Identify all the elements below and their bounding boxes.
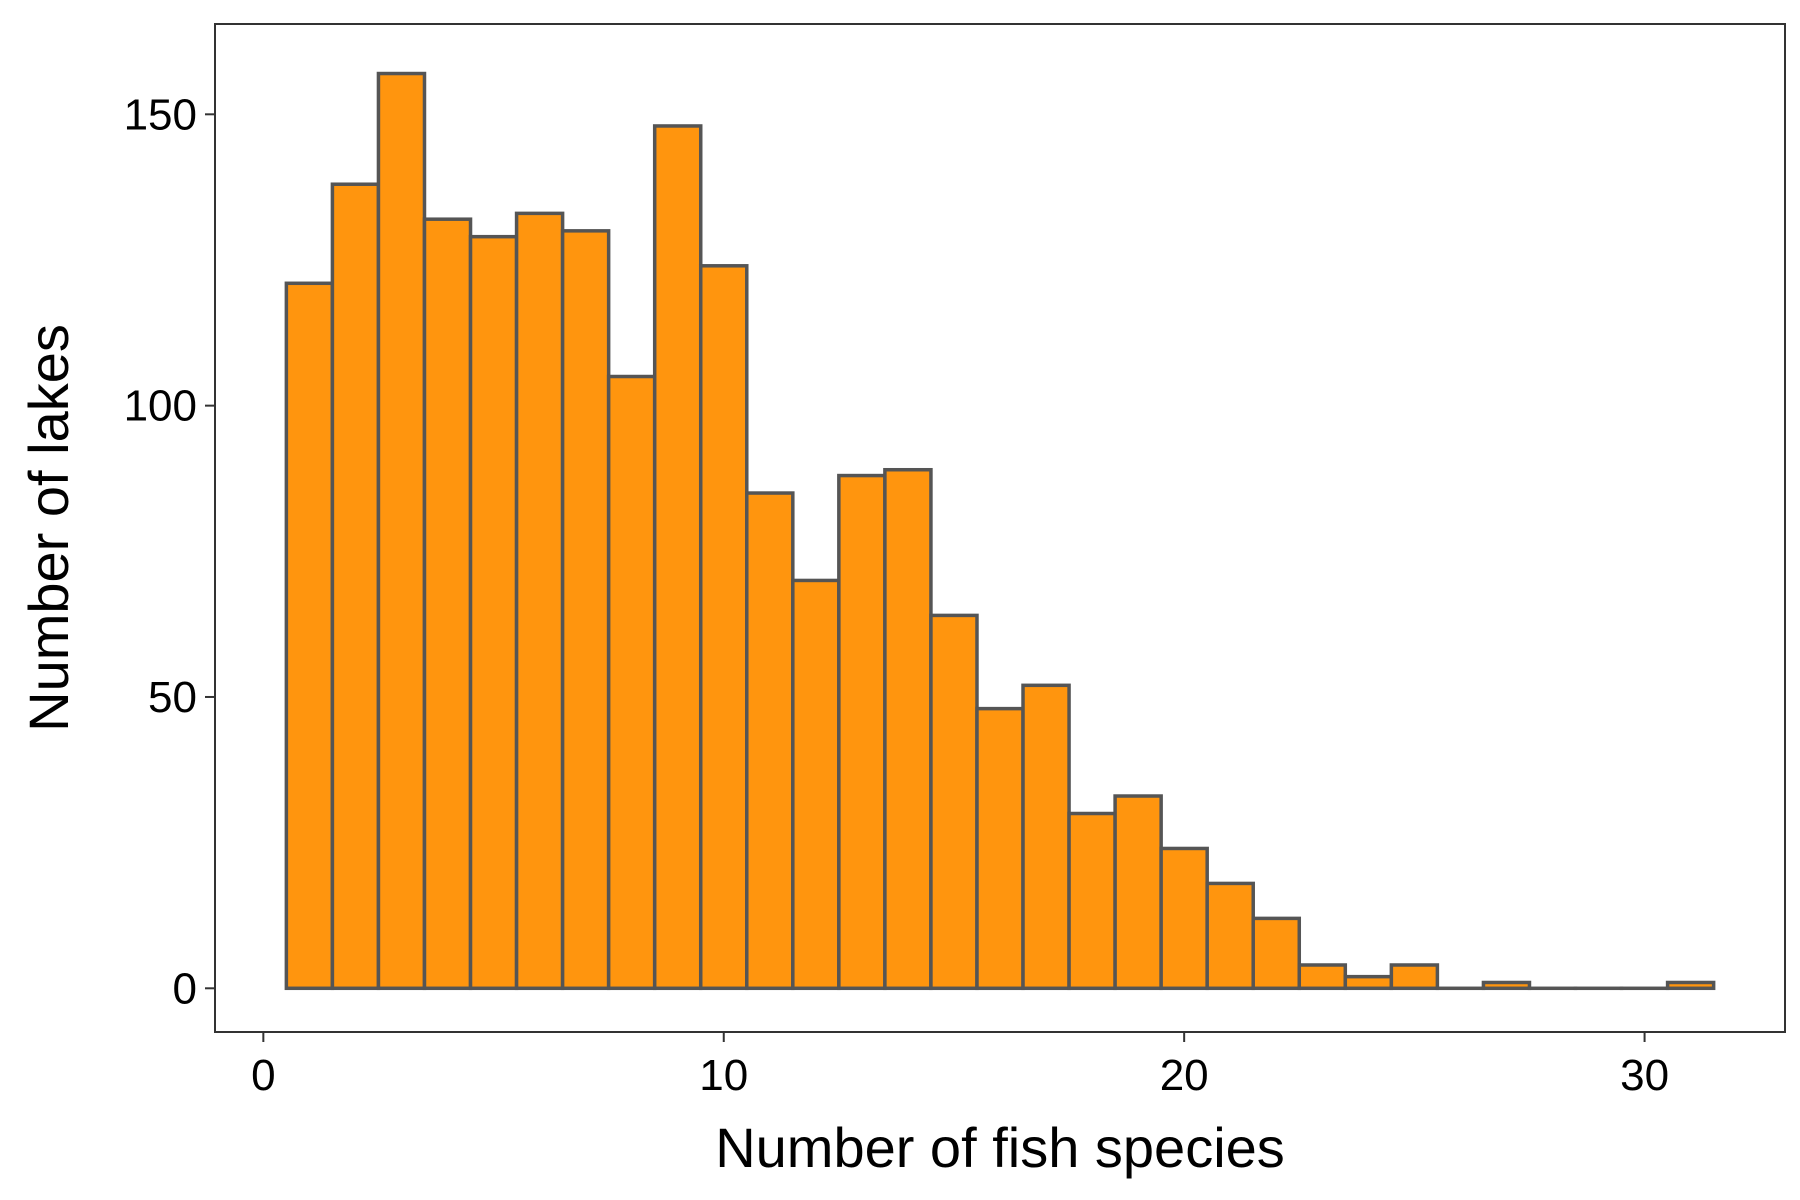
histogram-bar xyxy=(422,217,473,991)
y-tick-label: 50 xyxy=(148,673,197,722)
x-tick-label: 20 xyxy=(1160,1051,1209,1100)
histogram-bar xyxy=(791,578,841,991)
y-tick-label: 0 xyxy=(173,964,197,1013)
histogram-bar xyxy=(745,491,795,991)
histogram-bar xyxy=(652,124,703,991)
y-tick-label: 100 xyxy=(124,382,197,431)
x-axis: 0 10 20 30 xyxy=(251,1032,1669,1100)
histogram-bar xyxy=(330,182,381,991)
y-axis-title: Number of lakes xyxy=(17,324,80,732)
histogram-bar xyxy=(376,71,427,991)
histogram-bar xyxy=(1389,963,1440,991)
x-tick-label: 30 xyxy=(1620,1051,1669,1100)
histogram-bar xyxy=(929,613,979,991)
histogram-bar xyxy=(1343,974,1394,991)
histogram-bar xyxy=(1481,980,1532,991)
histogram-bar xyxy=(1113,794,1163,991)
histogram-bar xyxy=(837,473,887,991)
histogram-bar xyxy=(1297,963,1348,991)
x-tick-label: 0 xyxy=(251,1051,275,1100)
y-axis: 0 50 100 150 xyxy=(124,90,215,1013)
histogram-bar xyxy=(975,706,1025,991)
histogram-bar xyxy=(1067,811,1117,991)
histogram-bar xyxy=(698,264,749,991)
histogram-bar xyxy=(468,234,519,991)
histogram-bar xyxy=(514,211,565,991)
histogram-bar xyxy=(883,467,933,991)
histogram-bar xyxy=(1665,980,1716,991)
x-tick-label: 10 xyxy=(699,1051,748,1100)
plot-panel-border xyxy=(214,23,1786,1033)
histogram-bar xyxy=(606,374,657,991)
bars-group xyxy=(284,71,1716,991)
histogram-bar xyxy=(284,281,335,991)
histogram-bar xyxy=(1159,846,1209,991)
histogram-bar xyxy=(1205,881,1255,991)
x-axis-title: Number of fish species xyxy=(715,1116,1285,1179)
histogram-bar xyxy=(560,229,611,991)
histogram-bar xyxy=(1251,916,1302,991)
y-tick-label: 150 xyxy=(124,90,197,139)
histogram-bar xyxy=(1021,683,1071,991)
